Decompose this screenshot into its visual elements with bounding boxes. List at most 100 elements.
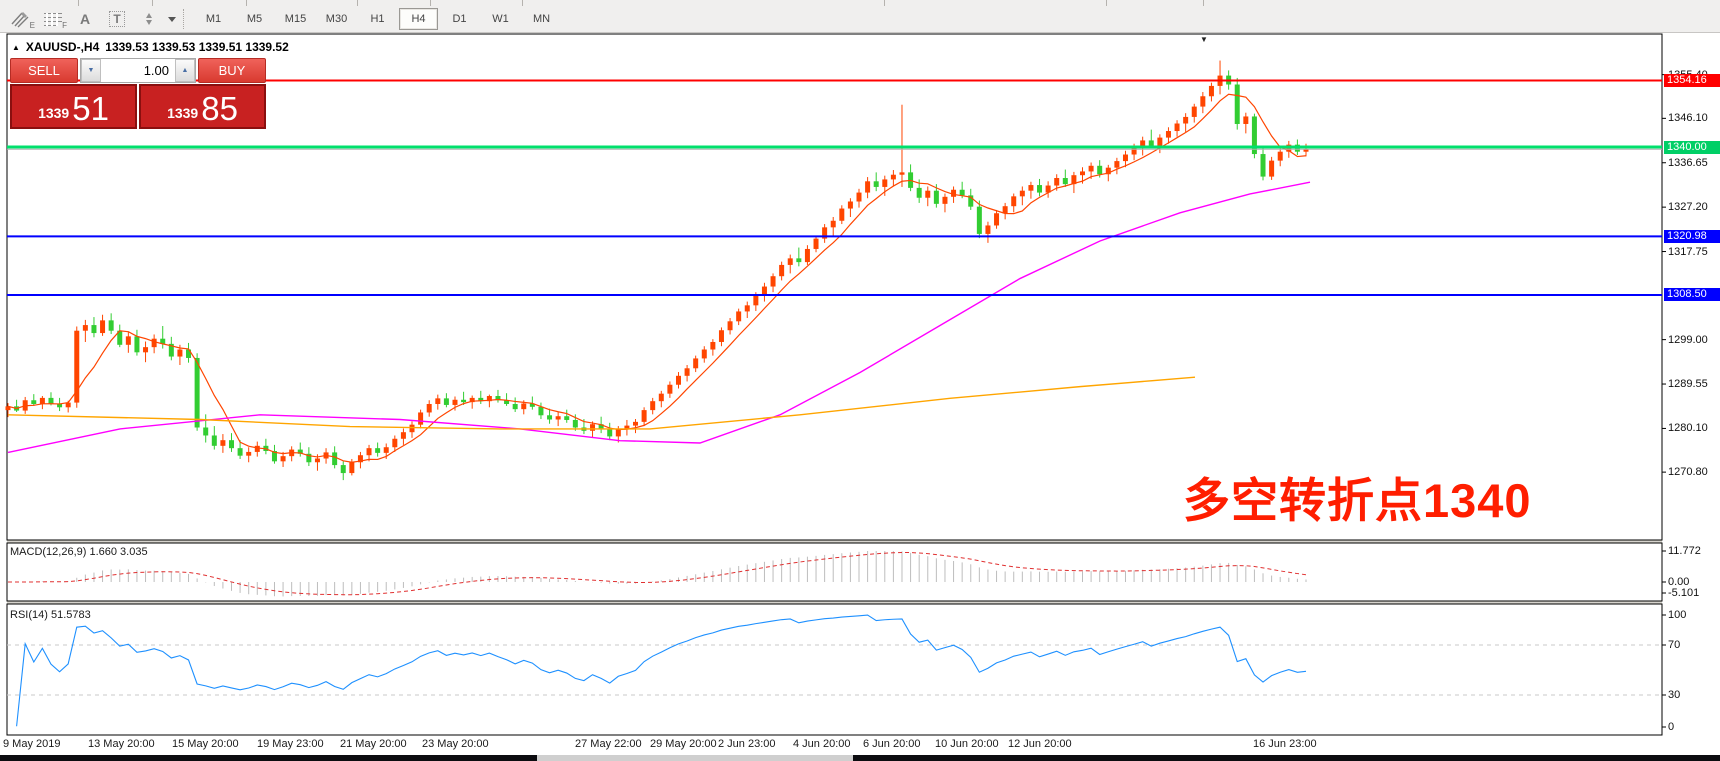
timeframe-button-M30[interactable]: M30 [325,13,348,25]
candle-body [538,406,544,416]
date-label: 29 May 20:00 [650,738,717,750]
candle-body [151,338,157,348]
fibo-grid-icon[interactable]: F [38,9,68,30]
candle-body [220,440,226,446]
draw-lines-icon[interactable]: E [6,9,36,30]
candle-body [409,424,415,433]
candle-body [830,220,836,228]
candle-body [271,450,277,462]
candle-body [994,213,1000,226]
candle-body [82,325,88,331]
candle-body [985,225,991,234]
toolbar-top-tick [78,0,79,6]
candle-body [727,321,733,331]
timeframe-button-M1[interactable]: M1 [205,13,222,25]
candle-body [658,393,664,402]
panel-divider[interactable] [7,540,1662,543]
candle-body [1062,178,1068,185]
candles-group [5,60,1309,481]
volume-up-button[interactable]: ▲ [175,59,195,82]
price-axis-label: 1280.10 [1668,422,1708,435]
candle-body [211,435,217,446]
date-label: 12 Jun 20:00 [1008,738,1072,750]
rsi-line [16,614,1307,727]
candle-body [1122,154,1128,162]
sell-price-big-figure: 1339 [38,105,70,121]
price-axis-label: 1346.10 [1668,112,1708,125]
candle-body [624,425,630,429]
timeframe-button-H4[interactable]: H4 [399,8,438,30]
timeframe-button-M5[interactable]: M5 [246,13,263,25]
candle-body [100,320,106,334]
panel-divider[interactable] [7,601,1662,604]
rsi-panel[interactable] [6,603,1663,736]
sell-button[interactable]: SELL [10,58,78,83]
candle-body [942,196,948,204]
price-badge-1320.98: 1320.98 [1664,229,1720,243]
candle-body [177,349,183,357]
candle-body [1011,196,1017,207]
ma-mid-line [7,181,1311,454]
candle-body [5,406,11,411]
toolbar-top-tick [246,0,247,6]
timeframe-button-D1[interactable]: D1 [452,13,467,25]
candle-body [925,190,931,198]
date-label: 2 Jun 23:00 [718,738,776,750]
candle-body [426,404,432,413]
candle-body [529,403,535,407]
collapse-arrow-icon[interactable]: ▲ [12,42,20,52]
buy-button[interactable]: BUY [198,58,266,83]
toolbar-top-tick [1203,0,1204,6]
volume-input[interactable]: 1.00 [143,63,169,78]
arrows-tool-icon[interactable] [134,9,164,30]
candle-body [125,336,131,345]
candle-body [890,174,896,180]
text-label-icon[interactable]: A [79,11,91,27]
candle-body [521,403,527,410]
annotation-text[interactable]: 多空转折点1340 [1183,474,1532,527]
timeframe-button-M15[interactable]: M15 [284,13,307,25]
sell-price-display[interactable]: 1339 51 [10,84,137,129]
toolbar-separator [183,9,189,29]
candle-body [813,238,819,249]
candle-body [469,397,475,403]
candle-body [349,462,355,474]
candle-body [1019,190,1025,197]
candle-body [804,248,810,263]
timeframe-button-MN[interactable]: MN [532,13,551,25]
chart-canvas[interactable] [0,33,1720,755]
candle-body [693,358,699,369]
toolbar-top-tick [152,0,153,6]
candle-body [1037,185,1043,193]
candle-body [641,410,647,422]
volume-down-button[interactable]: ▼ [81,59,101,82]
candle-body [332,452,338,466]
candle-body [1208,85,1214,97]
buy-price-display[interactable]: 1339 85 [139,84,266,129]
date-label: 15 May 20:00 [172,738,239,750]
candle-body [418,412,424,425]
candle-body [564,416,570,420]
macd-signal-line [7,552,1307,596]
candle-body [976,206,982,234]
arrows-dropdown-caret-icon[interactable] [166,9,178,30]
macd-label: MACD(12,26,9) 1.660 3.035 [10,546,148,558]
candle-body [357,455,363,463]
macd-panel[interactable] [6,542,1663,602]
candle-body [633,421,639,426]
time-axis[interactable]: 9 May 2019 13 May 20:00 15 May 20:00 19 May… [0,738,1720,755]
macd-axis-label: -5.101 [1668,587,1700,599]
candle-body [770,276,776,287]
toolbar-top-tick [1106,0,1107,6]
volume-spinner: ▼ 1.00 ▲ [80,58,196,83]
timeframe-button-H1[interactable]: H1 [370,13,385,25]
candle-body [607,429,613,437]
candle-body [168,343,174,357]
timeframe-button-W1[interactable]: W1 [492,13,509,25]
date-label: 10 Jun 20:00 [935,738,999,750]
candle-body [48,397,54,404]
candle-body [753,295,759,306]
chart-menu-arrow-icon[interactable]: ▼ [1200,35,1208,44]
text-box-icon[interactable]: T [102,9,132,30]
